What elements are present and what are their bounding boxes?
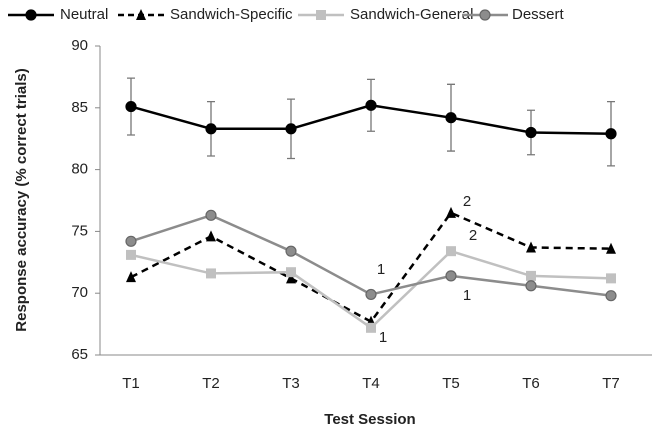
marker xyxy=(366,322,376,333)
series-line xyxy=(130,211,612,324)
annotation: 1 xyxy=(463,287,471,304)
marker xyxy=(365,99,377,111)
marker xyxy=(605,128,617,140)
y-tick-label: 65 xyxy=(71,346,88,363)
marker xyxy=(285,245,297,257)
legend-marker xyxy=(479,9,491,21)
annotation: 1 xyxy=(377,261,385,278)
marker xyxy=(205,209,217,221)
marker xyxy=(525,280,537,292)
marker xyxy=(526,241,536,253)
x-tick-label: T3 xyxy=(282,375,300,392)
marker xyxy=(206,268,216,279)
marker xyxy=(126,271,136,283)
marker xyxy=(285,123,297,135)
x-tick-label: T7 xyxy=(602,375,620,392)
legend-marker xyxy=(316,10,326,20)
y-tick-label: 70 xyxy=(71,284,88,301)
series-line xyxy=(130,213,612,297)
legend-label: Sandwich-General xyxy=(350,6,473,23)
x-tick-label: T1 xyxy=(122,375,140,392)
marker xyxy=(126,249,136,260)
marker xyxy=(286,267,296,278)
annotation: 2 xyxy=(463,193,471,210)
marker xyxy=(606,242,616,254)
marker xyxy=(125,235,137,247)
marker xyxy=(525,126,537,139)
marker xyxy=(445,112,457,124)
x-tick-label: T5 xyxy=(442,375,460,392)
marker xyxy=(606,273,616,284)
marker xyxy=(605,290,617,302)
marker xyxy=(446,246,456,257)
x-tick-label: T2 xyxy=(202,375,220,392)
y-tick-label: 80 xyxy=(71,161,88,178)
x-tick-label: T6 xyxy=(522,375,540,392)
marker xyxy=(206,230,216,242)
legend-label: Sandwich-Specific xyxy=(170,6,293,23)
y-tick-label: 75 xyxy=(71,222,88,239)
x-axis-label: Test Session xyxy=(324,411,415,428)
annotation: 1 xyxy=(379,329,387,346)
marker xyxy=(526,270,536,281)
legend-marker xyxy=(136,9,146,20)
legend-marker xyxy=(25,9,37,21)
marker xyxy=(286,272,296,284)
annotation: 2 xyxy=(469,227,477,244)
marker xyxy=(365,288,377,301)
legend-label: Dessert xyxy=(512,6,565,23)
y-tick-label: 85 xyxy=(71,99,88,116)
marker xyxy=(446,206,456,218)
marker xyxy=(445,270,457,282)
marker xyxy=(125,100,137,113)
x-tick-label: T4 xyxy=(362,375,380,392)
legend-label: Neutral xyxy=(60,6,108,23)
y-tick-label: 90 xyxy=(71,37,88,54)
y-axis-label: Response accuracy (% correct trials) xyxy=(13,68,30,331)
marker xyxy=(205,123,217,135)
